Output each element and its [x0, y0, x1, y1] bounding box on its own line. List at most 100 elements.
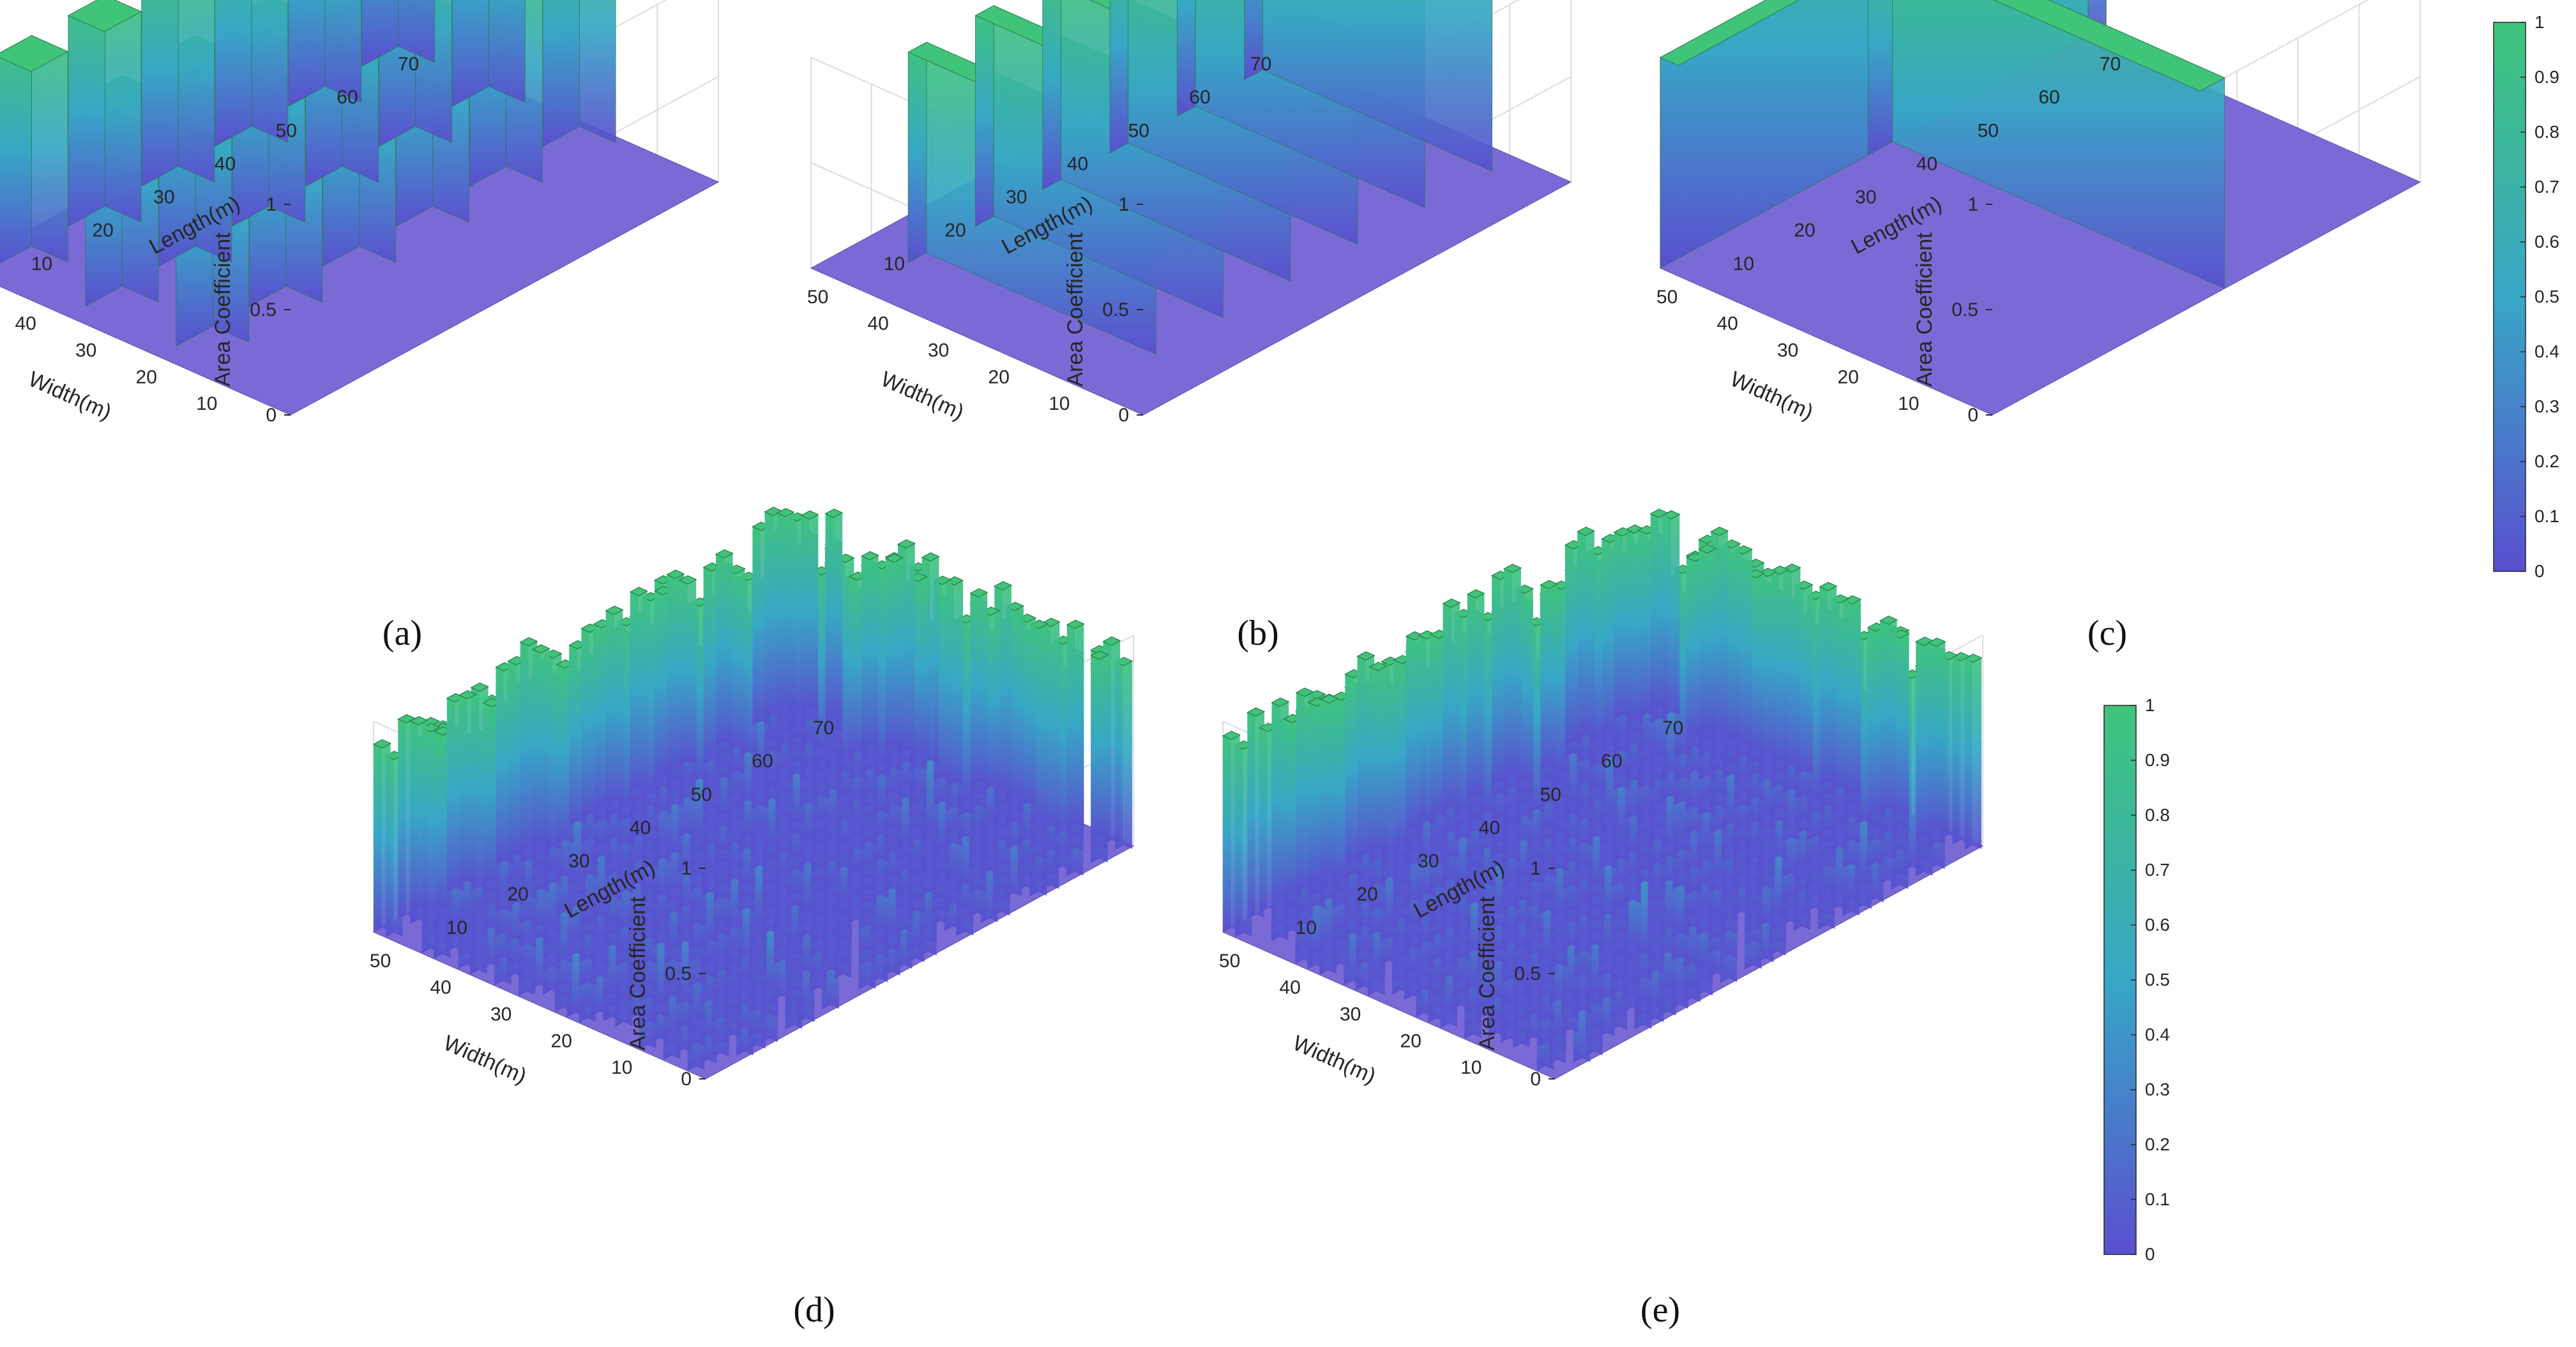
bar: [629, 587, 648, 792]
bar-side-face: [104, 0, 142, 223]
bar: [1819, 582, 1838, 786]
bar-front-face: [542, 0, 580, 147]
bar-top-face: [897, 539, 916, 549]
y-tick-label: 20: [989, 366, 1010, 388]
x-tick-label: 20: [1794, 220, 1815, 241]
z-axis-label: Area Coefficient: [1063, 232, 1087, 387]
bar-side-face: [178, 0, 215, 183]
y-tick-label: 10: [611, 1057, 632, 1078]
bars: [1222, 508, 1983, 1071]
bar-top-face: [1090, 651, 1109, 660]
bars: [1659, 0, 2225, 289]
panel-label: (c): [2087, 613, 2127, 653]
bar-front-face: [581, 624, 590, 819]
bar-top-face: [1066, 619, 1085, 629]
x-tick-label: 70: [398, 54, 419, 75]
y-tick-label: 40: [430, 977, 451, 998]
x-tick-label: 50: [691, 784, 712, 805]
bar-side-face: [1960, 652, 1970, 844]
bar: [1927, 637, 1946, 834]
bar-side-face: [251, 0, 289, 143]
bar: [1879, 615, 1898, 813]
bar-side-face: [954, 576, 964, 786]
bar-side-face: [382, 739, 391, 931]
bar-front-face: [593, 619, 602, 813]
z-tick-label: 0: [681, 1069, 692, 1090]
x-tick-label: 30: [568, 851, 589, 872]
y-tick-label: 40: [867, 313, 888, 335]
bar-top-face: [1659, 0, 1799, 66]
bar-front-face: [861, 551, 870, 750]
bar-top-face: [921, 552, 940, 562]
bar-side-face: [785, 508, 794, 712]
bar-front-face: [777, 508, 786, 712]
bar: [884, 553, 904, 749]
bar-front-face: [1867, 622, 1877, 820]
bar-top-face: [1879, 615, 1898, 625]
bar-front-face: [1109, 0, 1129, 154]
bar: [542, 0, 616, 147]
y-tick-label: 10: [1049, 393, 1070, 414]
bar-side-face: [942, 576, 951, 781]
bar-front-face: [655, 586, 663, 779]
bar-top-face: [666, 569, 685, 579]
bar-front-face: [752, 522, 761, 726]
bar-front-face: [215, 0, 252, 147]
bar-front-face: [1819, 582, 1828, 786]
bar: [458, 689, 477, 885]
bar-front-face: [361, 0, 399, 67]
bar-side-face: [1075, 620, 1084, 828]
bar: [141, 0, 215, 187]
x-tick-label: 10: [31, 253, 52, 275]
bar: [67, 0, 142, 227]
bar-front-face: [496, 662, 504, 866]
bar-side-face: [1262, 0, 1493, 172]
x-tick-label: 30: [1006, 187, 1027, 208]
bar: [1698, 544, 1717, 733]
x-tick-label: 30: [1855, 187, 1876, 208]
y-tick-label: 20: [1838, 366, 1859, 388]
bar-front-face: [1916, 636, 1925, 841]
bar-front-face: [1091, 651, 1100, 839]
x-tick-label: 70: [2100, 54, 2121, 75]
bar: [361, 0, 435, 67]
bar-front-face: [459, 690, 468, 885]
x-tick-label: 40: [1916, 153, 1937, 174]
bar-side-face: [1111, 636, 1121, 844]
bar-top-face: [824, 508, 844, 518]
bar-side-face: [1768, 568, 1777, 758]
z-axis-label: Area Coefficient: [211, 232, 235, 387]
bar-top-face: [1927, 637, 1946, 647]
bar-front-face: [605, 606, 615, 806]
bar-side-face: [906, 539, 915, 753]
bar-top-face: [678, 575, 697, 585]
bar-front-face: [1928, 638, 1937, 834]
bar-front-face: [410, 716, 419, 912]
bar-side-face: [1027, 613, 1036, 806]
bar: [678, 575, 697, 766]
z-axis-label: Area Coefficient: [626, 896, 650, 1051]
z-tick-label: 0.5: [250, 299, 277, 320]
bar-side-face: [833, 509, 843, 721]
bar-side-face: [1731, 539, 1740, 742]
bar-front-face: [975, 5, 994, 227]
bar-side-face: [724, 549, 733, 745]
bar-top-face: [860, 551, 880, 561]
bar: [0, 34, 69, 264]
bar-front-face: [1066, 620, 1076, 829]
x-tick-label: 30: [153, 187, 174, 208]
x-tick-label: 10: [446, 917, 467, 938]
bar-side-face: [418, 716, 428, 912]
z-tick-label: 0.5: [1102, 299, 1129, 320]
bar-top-face: [458, 689, 477, 700]
bar-front-face: [1244, 0, 1263, 80]
bar-side-face: [1755, 569, 1764, 753]
y-tick-label: 20: [551, 1030, 572, 1051]
bar-top-face: [715, 549, 734, 559]
bar-side-face: [324, 0, 362, 103]
bar-side-face: [579, 0, 616, 143]
bar-top-face: [1102, 636, 1121, 646]
bars: [372, 506, 1133, 1071]
bar-top-face: [1993, 0, 2225, 92]
